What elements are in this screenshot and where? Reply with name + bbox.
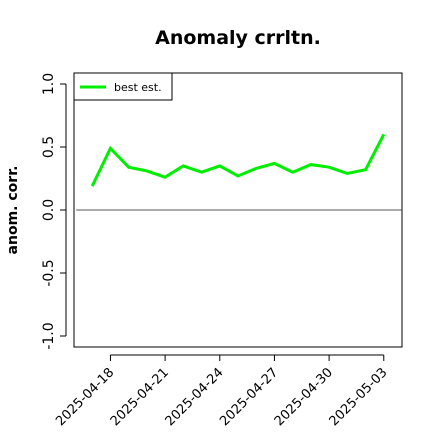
legend-label: best est. (114, 81, 162, 94)
series-line (90, 133, 386, 187)
y-tick-label: 0.0 (41, 199, 57, 221)
legend: best est. (73, 72, 173, 101)
y-tick-label: -1.0 (41, 322, 57, 349)
x-tick-label: 2025-05-03 (327, 365, 391, 429)
y-tick-label: 0.5 (41, 136, 57, 158)
chart-title: Anomaly crrltn. (155, 27, 321, 49)
plot-frame (73, 72, 403, 348)
y-axis-label: anom. corr. (5, 166, 21, 255)
y-tick-label: 1.0 (41, 73, 57, 95)
y-tick-label: -0.5 (41, 259, 57, 286)
